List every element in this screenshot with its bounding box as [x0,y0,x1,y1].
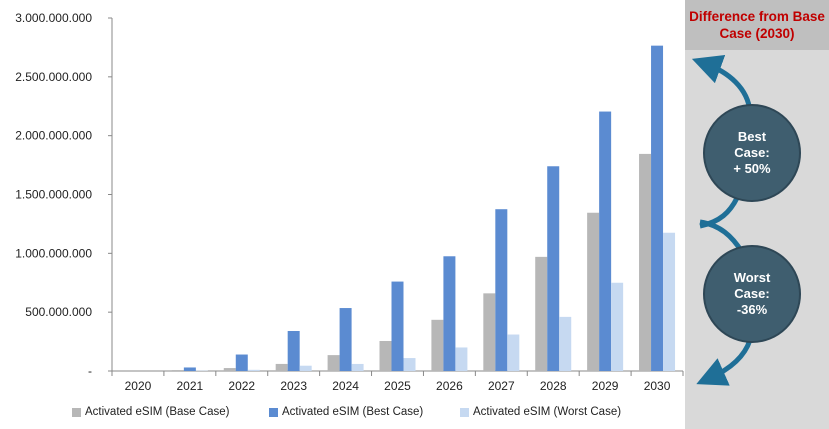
bar-base [223,368,236,371]
worst-case-bubble: Worst Case: -36% [703,245,801,343]
x-tick-label: 2028 [540,379,567,393]
bar-base [379,340,392,371]
bar-best [495,209,508,371]
x-axis: 2020 2021 2022 2023 2024 2025 2026 2027 2028 2029… [111,370,684,393]
x-tick-label: 2024 [332,379,359,393]
bar-base [275,363,288,371]
bar-base [171,370,184,371]
y-tick-label: 2.500.000.000 [15,70,92,84]
y-axis: - 500.000.000 1.000.000.000 1.500.000.000 2.… [15,11,113,378]
side-panel-title: Difference from Base Case (2030) [685,0,829,50]
bar-best [599,111,612,372]
y-tick-label: 1.500.000.000 [15,188,92,202]
best-case-bubble: Best Case: + 50% [703,104,801,202]
y-tick-label: 3.000.000.000 [15,11,92,25]
bar-best [339,308,352,371]
bar-worst [663,232,676,371]
bar-base [431,319,444,371]
x-tick-label: 2027 [488,379,515,393]
x-tick-label: 2025 [384,379,411,393]
legend-label-best: Activated eSIM (Best Case) [282,406,424,418]
bar-best [183,367,196,371]
legend-swatch-best [269,407,278,417]
legend-item-worst: Activated eSIM (Worst Case) [460,402,621,422]
y-tick-label: - [88,364,92,378]
legend-swatch-worst [460,407,469,417]
x-tick-label: 2030 [644,379,671,393]
legend-item-best: Activated eSIM (Best Case) [269,402,423,422]
y-tick-label: 500.000.000 [25,305,92,319]
bars [171,45,676,372]
x-tick-label: 2022 [228,379,255,393]
bar-best [235,354,248,371]
bar-best [287,330,300,371]
legend-swatch-base [72,407,81,417]
x-tick-label: 2029 [592,379,619,393]
bar-base [535,256,548,371]
legend-item-base: Activated eSIM (Base Case) [72,402,229,422]
bar-base [639,153,652,371]
bar-best [547,166,560,371]
legend-label-worst: Activated eSIM (Worst Case) [473,406,622,418]
bar-base [483,293,496,371]
bar-base [327,355,340,371]
bar-worst [559,316,572,371]
x-tick-label: 2020 [125,379,152,393]
bar-best [651,45,664,371]
bar-best [391,281,404,371]
side-panel [685,0,829,429]
bar-base [587,212,600,371]
bar-worst [455,347,468,371]
bar-worst [299,365,312,371]
bar-worst [247,369,260,371]
x-tick-label: 2021 [177,379,204,393]
bar-worst [351,363,364,371]
y-tick-label: 1.000.000.000 [15,246,92,260]
legend-label-base: Activated eSIM (Base Case) [85,406,230,418]
y-tick-label: 2.000.000.000 [15,129,92,143]
x-tick-label: 2026 [436,379,463,393]
bar-worst [611,282,624,371]
bar-worst [507,334,520,371]
bar-worst [403,358,416,371]
x-tick-label: 2023 [280,379,307,393]
bar-best [443,256,456,371]
